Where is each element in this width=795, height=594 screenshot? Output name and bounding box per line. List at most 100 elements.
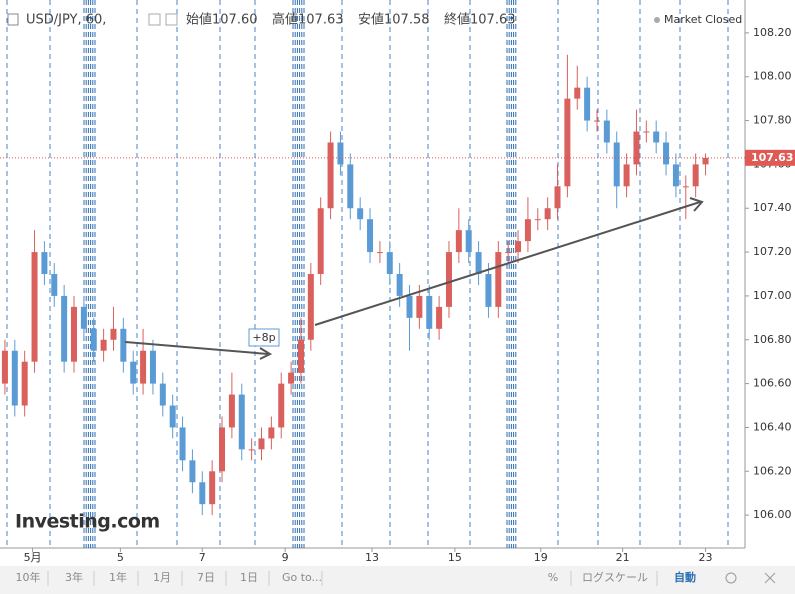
- settings-button[interactable]: [725, 572, 737, 584]
- toolbar-button[interactable]: 10年: [16, 570, 41, 584]
- candle-body: [41, 252, 48, 274]
- candle-body: [445, 252, 452, 307]
- candle-body: [307, 274, 314, 340]
- toolbar-bg: [0, 566, 795, 594]
- toolbar-button[interactable]: ログスケール: [582, 570, 648, 584]
- annotation: +8p: [252, 331, 275, 344]
- toolbar-button[interactable]: 自動: [674, 570, 696, 584]
- arrow-head: [689, 197, 704, 212]
- arrow-head: [259, 347, 273, 360]
- candle-body: [663, 142, 670, 165]
- candle-body: [702, 157, 709, 165]
- candle-body: [692, 164, 699, 187]
- candle-body: [653, 131, 660, 143]
- candle-body: [455, 230, 462, 253]
- candle-body: [71, 306, 78, 362]
- candle-body: [100, 339, 107, 351]
- trend-line: [314, 201, 701, 326]
- y-tick-label: 106.40: [753, 420, 792, 433]
- candle-body: [268, 427, 275, 439]
- toolbar-button[interactable]: 7日: [197, 571, 215, 584]
- candle-body: [199, 482, 206, 505]
- y-tick-label: 106.80: [753, 333, 792, 346]
- ohlc-label: 始値107.60: [186, 12, 258, 28]
- toolbar-button[interactable]: 1月: [153, 571, 171, 584]
- toolbar-button[interactable]: 1日: [240, 571, 258, 584]
- candle-body: [623, 164, 630, 187]
- close-icon[interactable]: [165, 13, 178, 26]
- candle-body: [159, 383, 166, 406]
- y-tick-label: 106.60: [753, 377, 792, 390]
- x-tick-label: 5月: [24, 551, 42, 564]
- candle-body: [406, 295, 413, 318]
- y-tick-label: 106.00: [753, 508, 792, 521]
- candle-body: [416, 295, 423, 318]
- x-tick-label: 9: [282, 551, 289, 564]
- candle-body: [436, 306, 443, 329]
- ohlc-label: 終値107.63: [444, 12, 516, 28]
- y-tick-label: 108.00: [753, 70, 792, 83]
- y-tick-label: 107.20: [753, 245, 792, 258]
- candle-body: [189, 460, 196, 483]
- x-tick-label: 13: [365, 551, 379, 564]
- candle-body: [11, 350, 18, 406]
- candle-body: [347, 164, 354, 209]
- candle-body: [603, 120, 610, 143]
- last-price-box: [745, 149, 795, 166]
- candle-body: [297, 339, 304, 373]
- toolbar-button[interactable]: Go to...: [282, 571, 322, 584]
- candle-body: [327, 142, 334, 209]
- watermark: Investing.com: [15, 511, 160, 533]
- candle-body: [534, 219, 541, 221]
- candle-body: [515, 241, 522, 253]
- candle-body: [574, 87, 581, 99]
- trend-lines: [124, 197, 704, 360]
- candle-body: [278, 383, 285, 428]
- x-tick-label: 15: [448, 551, 462, 564]
- candle-body: [475, 252, 482, 274]
- candle-body: [209, 471, 216, 505]
- candle-body: [584, 87, 591, 121]
- candle-body: [248, 449, 255, 451]
- candle-body: [485, 274, 492, 307]
- candle-body: [544, 208, 551, 220]
- candle-body: [120, 328, 127, 362]
- settings-icon[interactable]: [148, 13, 161, 26]
- candle-body: [317, 208, 324, 274]
- trend-line: [124, 341, 269, 355]
- ohlc-label: 高値107.63: [272, 12, 344, 28]
- candle-body: [228, 394, 235, 428]
- fullscreen-button[interactable]: [764, 572, 776, 584]
- y-tick-label: 106.20: [753, 464, 792, 477]
- candle-body: [130, 361, 137, 384]
- toolbar-button[interactable]: 3年: [65, 570, 83, 584]
- x-tick-label: 19: [534, 551, 548, 564]
- candle-body: [238, 394, 245, 450]
- candle-body: [21, 361, 28, 406]
- candle-body: [288, 372, 295, 384]
- candle-body: [80, 306, 87, 329]
- candle-body: [505, 252, 512, 254]
- candle-body: [61, 295, 68, 362]
- toolbar-button[interactable]: 1年: [109, 570, 127, 584]
- candle-body: [169, 405, 176, 428]
- candle-body: [140, 350, 147, 384]
- collapse-icon[interactable]: [7, 13, 19, 26]
- annotation-box: [248, 328, 280, 347]
- candle-body: [258, 438, 265, 450]
- candle-body: [357, 208, 364, 220]
- candle-body: [90, 328, 97, 351]
- status-dot: [654, 17, 660, 23]
- x-tick-label: 7: [199, 551, 206, 564]
- candle-body: [593, 120, 600, 122]
- candle-body: [633, 131, 640, 165]
- toolbar-button[interactable]: %: [548, 571, 558, 584]
- candle-body: [367, 219, 374, 253]
- symbol-label: USD/JPY, 60,: [26, 13, 106, 28]
- y-tick-label: 107.80: [753, 114, 792, 127]
- y-tick-label: 107.40: [753, 201, 792, 214]
- x-tick-label: 21: [616, 551, 630, 564]
- candle-body: [1, 350, 8, 384]
